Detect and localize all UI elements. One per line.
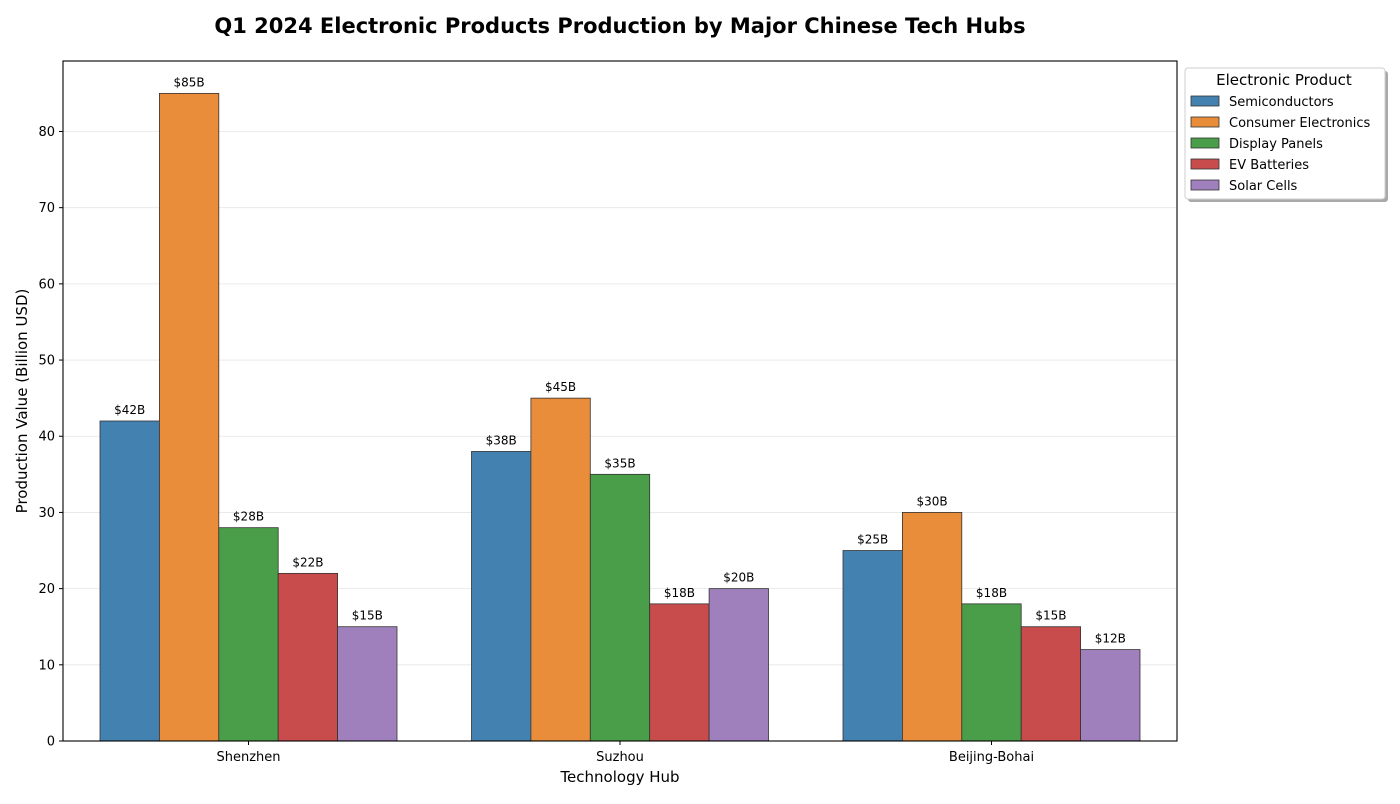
y-tick-label: 60 bbox=[38, 277, 55, 292]
legend-swatch-solar-cells bbox=[1190, 179, 1220, 191]
y-tick-label: 80 bbox=[38, 125, 55, 140]
y-tick-label: 10 bbox=[38, 658, 55, 673]
y-tick-label: 50 bbox=[38, 354, 55, 369]
x-axis: Shenzhen Suzhou Beijing-Bohai bbox=[216, 741, 1034, 765]
bar-consumer-electronics-beijing-bohai bbox=[902, 512, 963, 742]
bar-value-label: $45B bbox=[545, 380, 576, 394]
bar-value-label: $38B bbox=[486, 433, 517, 447]
legend-label-display-panels: Display Panels bbox=[1229, 137, 1323, 152]
bar-value-label: $15B bbox=[352, 609, 383, 623]
y-tick-label: 20 bbox=[38, 582, 55, 597]
bar-display-panels-beijing-bohai bbox=[961, 603, 1022, 742]
bar-value-label: $22B bbox=[292, 555, 323, 569]
bar-value-label: $15B bbox=[1035, 609, 1066, 623]
bar-semiconductors-suzhou bbox=[471, 451, 532, 742]
y-tick-label: 0 bbox=[47, 735, 55, 750]
legend-swatch-ev-batteries bbox=[1190, 158, 1220, 170]
bar-ev-batteries-shenzhen bbox=[277, 572, 339, 742]
bar-display-panels-shenzhen bbox=[218, 527, 279, 742]
bars bbox=[99, 92, 1141, 742]
legend-title: Electronic Product bbox=[1216, 71, 1352, 89]
bar-value-label: $18B bbox=[664, 586, 695, 600]
bar-ev-batteries-beijing-bohai bbox=[1020, 626, 1082, 742]
bar-value-label: $30B bbox=[917, 494, 948, 508]
legend-label-consumer-electronics: Consumer Electronics bbox=[1229, 116, 1371, 131]
x-axis-title: Technology Hub bbox=[559, 768, 679, 786]
legend-swatch-semiconductors bbox=[1190, 95, 1220, 107]
bar-value-label: $28B bbox=[233, 510, 264, 524]
bar-value-label: $85B bbox=[174, 75, 205, 89]
bar-value-labels: $42B $38B $25B $85B $45B $30B $28B $35B $18B $22B… bbox=[114, 75, 1126, 645]
chart-title: Q1 2024 Electronic Products Production b… bbox=[214, 14, 1025, 38]
bar-value-label: $20B bbox=[723, 571, 754, 585]
legend-swatch-display-panels bbox=[1190, 137, 1220, 149]
legend-label-ev-batteries: EV Batteries bbox=[1229, 158, 1309, 173]
y-axis: 0 10 20 30 40 50 60 70 80 bbox=[38, 125, 63, 750]
legend: Electronic Product Semiconductors Consume… bbox=[1184, 67, 1388, 202]
legend-label-semiconductors: Semiconductors bbox=[1229, 95, 1334, 110]
legend-swatch-consumer-electronics bbox=[1190, 116, 1220, 128]
bar-value-label: $12B bbox=[1095, 632, 1126, 646]
x-tick-label: Beijing-Bohai bbox=[949, 750, 1034, 765]
bar-consumer-electronics-suzhou bbox=[530, 397, 591, 742]
x-tick-label: Suzhou bbox=[596, 750, 644, 765]
y-tick-label: 70 bbox=[38, 201, 55, 216]
legend-items: Semiconductors Consumer Electronics Displa… bbox=[1190, 95, 1371, 194]
bar-solar-cells-beijing-bohai bbox=[1080, 649, 1141, 742]
bar-display-panels-suzhou bbox=[589, 473, 651, 742]
bar-value-label: $35B bbox=[604, 456, 635, 470]
bar-value-label: $42B bbox=[114, 403, 145, 417]
bar-ev-batteries-suzhou bbox=[649, 603, 710, 742]
bar-semiconductors-beijing-bohai bbox=[842, 550, 903, 742]
bar-solar-cells-suzhou bbox=[708, 588, 769, 742]
bar-consumer-electronics-shenzhen bbox=[158, 92, 220, 742]
y-tick-label: 40 bbox=[38, 430, 55, 445]
bar-solar-cells-shenzhen bbox=[337, 626, 398, 742]
y-axis-title: Production Value (Billion USD) bbox=[13, 289, 31, 514]
legend-box bbox=[1184, 67, 1386, 200]
bar-value-label: $18B bbox=[976, 586, 1007, 600]
x-tick-label: Shenzhen bbox=[216, 750, 280, 765]
bar-semiconductors-shenzhen bbox=[99, 420, 160, 742]
y-tick-label: 30 bbox=[38, 506, 55, 521]
legend-label-solar-cells: Solar Cells bbox=[1229, 179, 1298, 194]
bar-value-label: $25B bbox=[857, 533, 888, 547]
